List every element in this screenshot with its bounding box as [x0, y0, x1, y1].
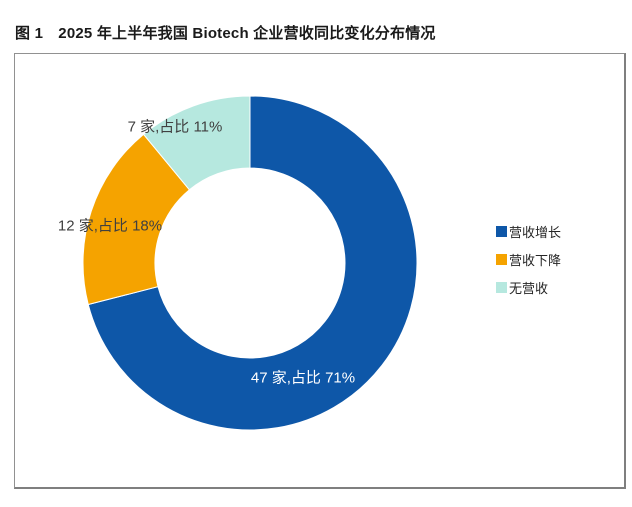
figure-title: 图 1 2025 年上半年我国 Biotech 企业营收同比变化分布情况 — [15, 25, 436, 42]
legend-item-revenue-growth: 营收增长 — [496, 219, 561, 243]
legend-swatch-no-revenue-icon — [496, 281, 507, 293]
legend-label-revenue-decline: 营收下降 — [509, 252, 562, 268]
legend-item-no-revenue: 无营收 — [496, 275, 561, 299]
legend-label-no-revenue: 无营收 — [509, 280, 549, 296]
chart-legend: 营收增长 营收下降 无营收 — [496, 219, 561, 303]
legend-swatch-revenue-growth-icon — [496, 225, 507, 237]
legend-item-revenue-decline: 营收下降 — [496, 247, 561, 271]
legend-label-revenue-growth: 营收增长 — [509, 224, 562, 240]
legend-swatch-revenue-decline-icon — [496, 253, 507, 265]
